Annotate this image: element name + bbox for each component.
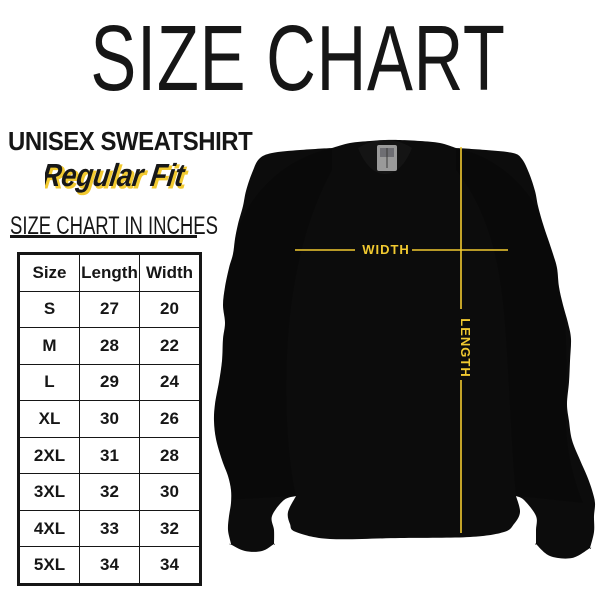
svg-text:WIDTH: WIDTH [362,242,410,257]
svg-text:LENGTH: LENGTH [458,318,473,377]
